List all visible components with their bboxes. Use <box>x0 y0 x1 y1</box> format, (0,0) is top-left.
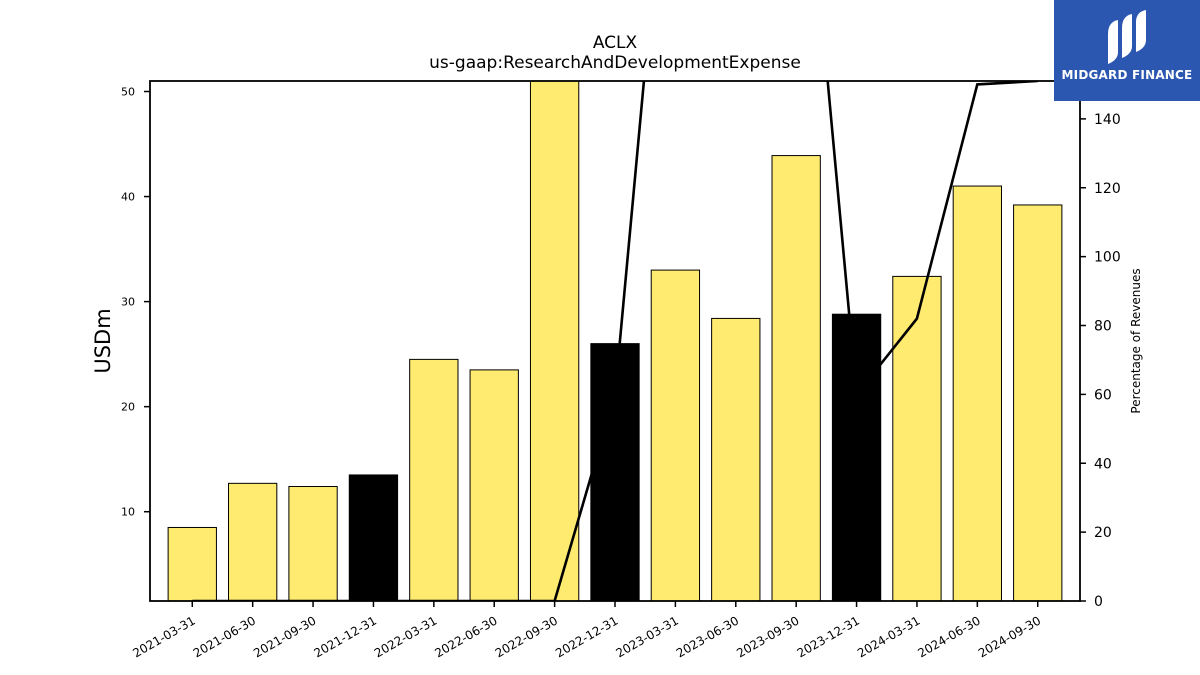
y-tick-label: 20 <box>121 401 135 414</box>
x-tick-label: 2023-09-30 <box>734 613 801 660</box>
x-tick-label: 2022-03-31 <box>372 613 439 660</box>
chart-subtitle: us-gaap:ResearchAndDevelopmentExpense <box>429 53 801 73</box>
x-tick-label: 2024-03-31 <box>855 613 922 660</box>
bar-2021-09-30 <box>288 485 338 601</box>
x-tick-label: 2021-12-31 <box>312 613 379 660</box>
bar-2022-06-30 <box>469 369 519 601</box>
y2-tick-label: 0 <box>1094 594 1103 610</box>
x-tick-label: 2023-06-30 <box>674 613 741 660</box>
x-tick-label: 2021-06-30 <box>191 613 258 660</box>
y2-axis-label: Percentage of Revenues <box>1129 268 1143 413</box>
y-axis-label: USDm <box>91 308 115 373</box>
bar-2022-03-31 <box>409 358 459 601</box>
bar-2024-09-30 <box>1013 204 1063 601</box>
x-tick-label: 2022-09-30 <box>493 613 560 660</box>
y2-tick-label: 40 <box>1094 456 1112 472</box>
bar-2023-12-31 <box>831 313 882 601</box>
x-tick-label: 2022-06-30 <box>432 613 499 660</box>
y2-tick-label: 20 <box>1094 525 1112 541</box>
bar-2024-03-31 <box>892 275 942 601</box>
logo-text: MIDGARD FINANCE <box>1061 68 1193 82</box>
x-tick-label: 2024-09-30 <box>976 613 1043 660</box>
bar-2021-12-31 <box>348 474 399 601</box>
y-tick-label: 10 <box>121 506 135 519</box>
logo-mark-icon <box>1108 10 1146 64</box>
y2-tick-label: 80 <box>1094 319 1112 335</box>
y2-tick-label: 100 <box>1094 250 1121 266</box>
x-tick-label: 2024-06-30 <box>915 613 982 660</box>
y-tick-label: 50 <box>121 86 135 99</box>
y-tick-label: 40 <box>121 191 135 204</box>
bar-2022-09-30 <box>529 81 580 601</box>
bar-2023-06-30 <box>711 317 761 601</box>
bar-2021-03-31 <box>167 526 217 601</box>
x-tick-label: 2022-12-31 <box>553 613 620 660</box>
y-tick-label: 30 <box>121 296 135 309</box>
bar-2023-09-30 <box>771 155 821 601</box>
bar-2023-03-31 <box>650 269 701 601</box>
y2-tick-label: 120 <box>1094 181 1121 197</box>
x-tick-label: 2021-09-30 <box>251 613 318 660</box>
bar-2021-06-30 <box>228 482 278 601</box>
percentage-of-revenues-line <box>192 81 1038 601</box>
x-tick-label: 2023-03-31 <box>613 613 680 660</box>
y2-tick-label: 140 <box>1094 112 1121 128</box>
y2-tick-label: 60 <box>1094 387 1112 403</box>
bar-2024-06-30 <box>952 185 1002 601</box>
x-tick-label: 2023-12-31 <box>795 613 862 660</box>
chart-title: ACLX <box>593 33 638 53</box>
brand-logo: MIDGARD FINANCE <box>1054 0 1200 101</box>
x-tick-label: 2021-03-31 <box>130 613 197 660</box>
